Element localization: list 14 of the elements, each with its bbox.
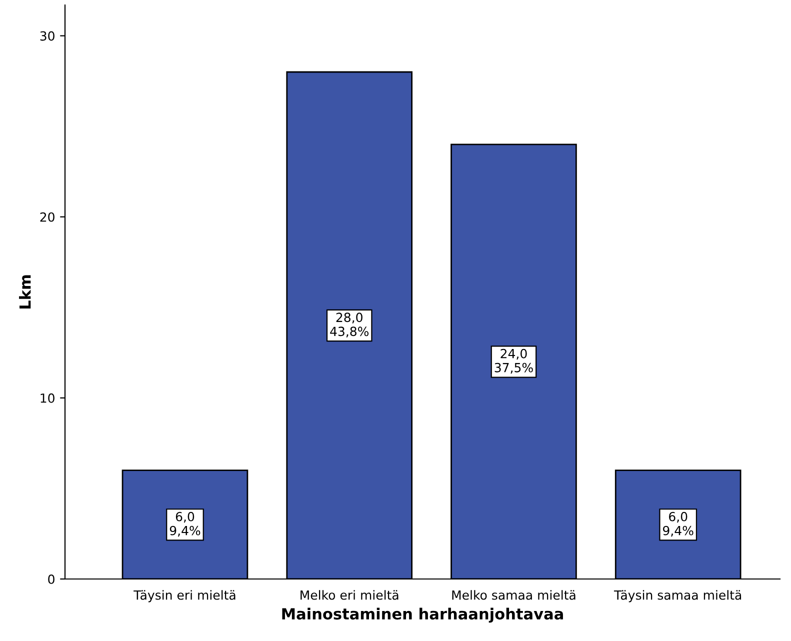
x-tick-label: Täysin eri mieltä xyxy=(134,590,236,602)
x-axis-title: Mainostaminen harhaanjohtavaa xyxy=(282,608,563,623)
y-tick-label: 20 xyxy=(40,212,54,222)
y-tick-label: 30 xyxy=(40,31,54,41)
x-tick-label: Täysin samaa mieltä xyxy=(614,590,742,602)
y-tick-label: 0 xyxy=(48,574,54,584)
data-label: 6,0 9,4% xyxy=(663,512,694,537)
data-label: 6,0 9,4% xyxy=(170,512,200,537)
data-label: 28,0 43,8% xyxy=(330,312,369,338)
y-axis-title: Lkm xyxy=(19,275,31,309)
y-tick-label: 10 xyxy=(40,393,54,403)
x-tick-label: Melko eri mieltä xyxy=(300,590,398,600)
x-tick-label: Melko samaa mieltä xyxy=(452,590,576,600)
data-label: 24,0 37,5% xyxy=(494,348,533,374)
